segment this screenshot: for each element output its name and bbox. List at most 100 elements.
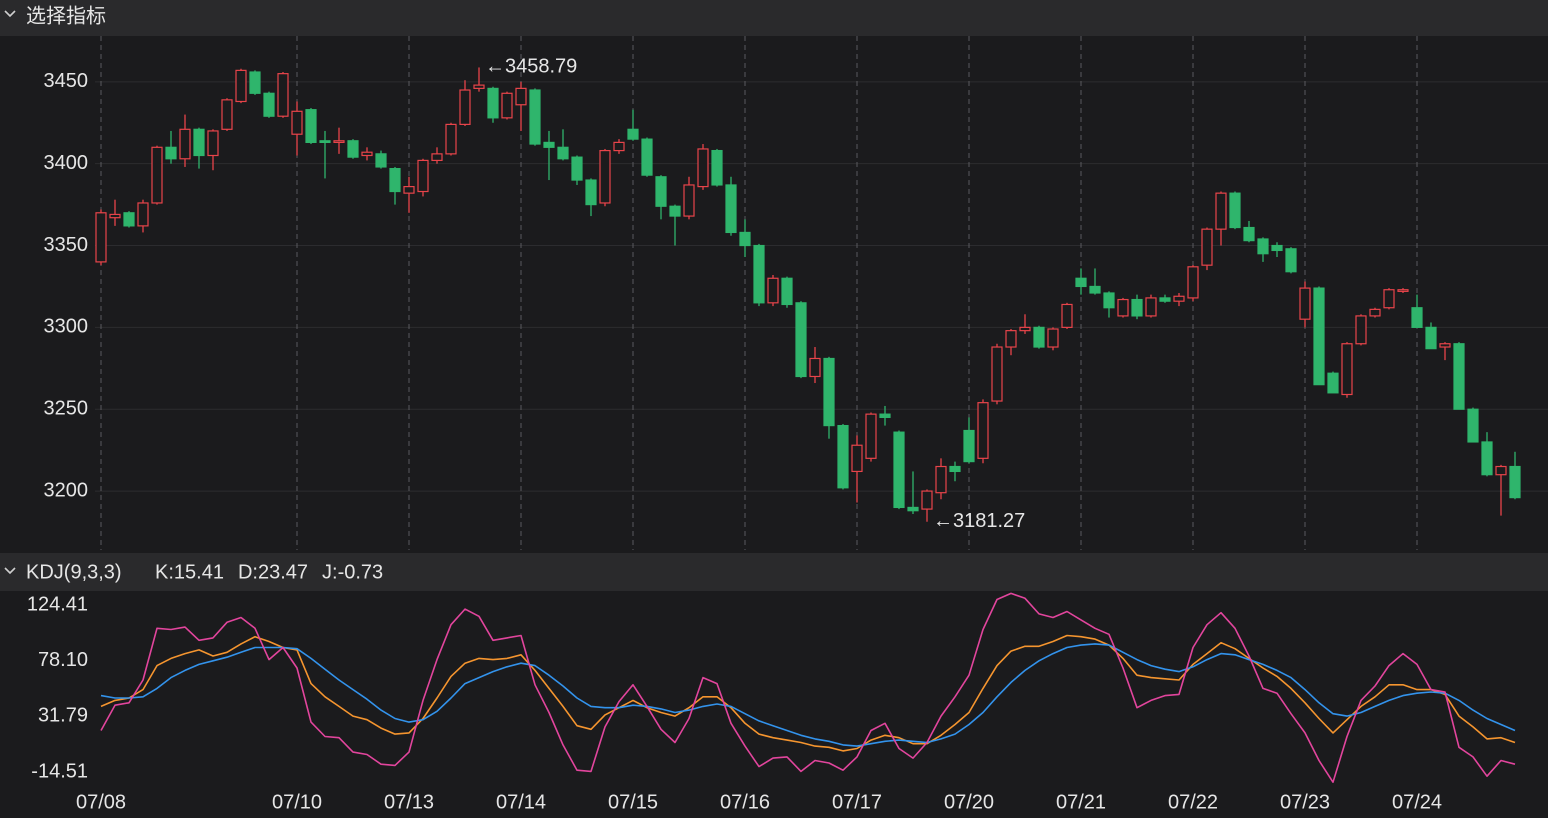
candle-body <box>655 176 667 207</box>
candle-body <box>739 231 751 247</box>
max-annotation: ←3458.79 <box>485 56 577 78</box>
candle-body <box>851 444 863 473</box>
candle-body <box>207 130 219 157</box>
candle-body <box>1481 441 1493 476</box>
candle-body <box>697 148 709 188</box>
candle-body <box>669 205 681 217</box>
candle-body <box>1229 192 1241 229</box>
candle-body <box>907 506 919 512</box>
candle-body <box>1355 315 1367 345</box>
candle-body <box>1383 289 1395 309</box>
x-tick-label: 07/23 <box>1280 791 1330 813</box>
candle-body <box>1187 266 1199 299</box>
candle-body <box>529 89 541 145</box>
candle-body <box>893 431 905 509</box>
candle-body <box>305 109 317 144</box>
candle-body <box>389 167 401 193</box>
candle-body <box>473 84 485 89</box>
candle-body <box>291 110 303 135</box>
kdj-bar[interactable] <box>0 553 1548 591</box>
candle-body <box>445 123 457 155</box>
candle-body <box>823 357 835 427</box>
candle-body <box>1243 226 1255 242</box>
x-tick-label: 07/24 <box>1392 791 1442 813</box>
x-tick-label: 07/22 <box>1168 791 1218 813</box>
y-tick-label: 78.10 <box>38 649 88 671</box>
candle-body <box>879 413 891 419</box>
candle-body <box>1411 307 1423 328</box>
y-tick-label: 3350 <box>44 234 89 256</box>
x-tick-label: 07/15 <box>608 791 658 813</box>
candle-body <box>1509 465 1521 499</box>
candle-body <box>1047 328 1059 348</box>
candle-body <box>137 202 149 227</box>
candle-body <box>711 149 723 186</box>
candle-body <box>109 213 121 219</box>
candle-body <box>123 212 135 227</box>
x-tick-label: 07/16 <box>720 791 770 813</box>
candle-body <box>1159 297 1171 302</box>
candle-body <box>375 153 387 168</box>
indicator-select[interactable]: 选择指标 <box>26 4 106 27</box>
candle-body <box>1313 287 1325 386</box>
candle-body <box>1257 238 1269 255</box>
candle-body <box>459 89 471 125</box>
y-tick-label: 3400 <box>44 152 89 174</box>
candle-body <box>487 87 499 119</box>
candle-body <box>1131 298 1143 317</box>
y-tick-label: 124.41 <box>27 593 88 615</box>
candle-body <box>501 92 513 119</box>
candle-body <box>1467 408 1479 443</box>
indicator-bar[interactable] <box>0 0 1548 36</box>
candle-body <box>1033 326 1045 348</box>
candle-body <box>431 153 443 162</box>
candle-body <box>683 184 695 217</box>
legend-entry: J:-0.73 <box>322 561 383 583</box>
candle-body <box>1299 287 1311 320</box>
candle-body <box>1145 297 1157 317</box>
x-tick-label: 07/13 <box>384 791 434 813</box>
x-tick-label: 07/20 <box>944 791 994 813</box>
candle-body <box>641 138 653 176</box>
candle-body <box>557 146 569 160</box>
candle-body <box>319 140 331 144</box>
candle-body <box>165 146 177 160</box>
candle-body <box>1201 228 1213 266</box>
candle-body <box>1117 298 1129 317</box>
candle-body <box>403 185 415 194</box>
candle-body <box>753 244 765 304</box>
candle-body <box>249 71 261 94</box>
candle-body <box>795 302 807 378</box>
candle-body <box>1341 343 1353 396</box>
candle-body <box>1089 285 1101 294</box>
candle-body <box>179 128 191 160</box>
candle-body <box>1215 192 1227 230</box>
y-tick-label: 3200 <box>44 479 89 501</box>
kdj-line <box>100 592 1516 783</box>
candle-body <box>1369 308 1381 317</box>
candle-body <box>1019 326 1031 332</box>
candle-body <box>1173 295 1185 302</box>
chevron[interactable] <box>4 567 16 575</box>
candle-body <box>1005 330 1017 348</box>
x-tick-label: 07/21 <box>1056 791 1106 813</box>
x-tick-label: 07/14 <box>496 791 546 813</box>
chevron[interactable] <box>4 10 16 18</box>
candle-body <box>333 140 345 144</box>
candle-body <box>361 151 373 157</box>
candle-body <box>277 73 289 117</box>
candle-body <box>193 128 205 157</box>
candle-body <box>767 277 779 304</box>
legend-entry: D:23.47 <box>238 561 308 583</box>
candle-body <box>837 424 849 489</box>
candle-body <box>977 402 989 459</box>
candle-body <box>1061 303 1073 328</box>
candle-body <box>991 346 1003 402</box>
y-tick-label: 31.79 <box>38 705 88 727</box>
candle-body <box>1075 277 1087 288</box>
kdj-title: KDJ(9,3,3) <box>26 561 122 583</box>
y-tick-label: 3250 <box>44 398 89 420</box>
candle-body <box>571 156 583 181</box>
